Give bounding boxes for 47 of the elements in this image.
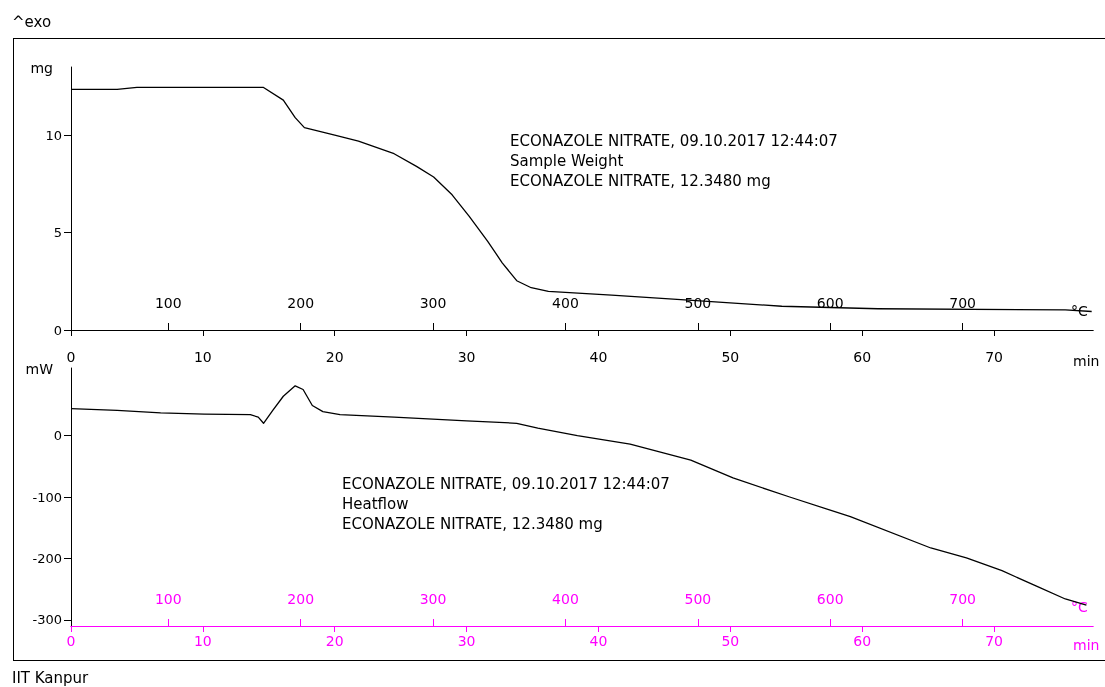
text: ^exo <box>12 12 52 31</box>
x-axis-title: min <box>1073 353 1100 369</box>
annotation: ECONAZOLE NITRATE, 12.3480 mg <box>342 514 603 533</box>
y-tick-label: 0 <box>53 428 62 444</box>
x-tick-label: 70 <box>985 349 1004 365</box>
x2-tick-label: 700 <box>949 591 976 607</box>
y-tick-label: -200 <box>32 550 62 566</box>
y-tick-label: -300 <box>32 612 62 628</box>
annotation: ECONAZOLE NITRATE, 12.3480 mg <box>510 171 771 190</box>
x-axis-title: min <box>1073 637 1100 653</box>
x2-tick-label: 200 <box>287 591 315 607</box>
annotation: Heatflow <box>342 494 409 513</box>
x2-tick-label: 400 <box>552 591 579 607</box>
x-tick-label: 60 <box>853 349 872 365</box>
x-tick-label: 0 <box>66 633 76 649</box>
x-tick-label: 20 <box>325 349 344 365</box>
y-tick-label: 0 <box>53 322 62 338</box>
x-tick-label: 70 <box>985 633 1004 649</box>
y-tick-label: 5 <box>53 225 62 241</box>
x2-tick-label: 400 <box>552 295 579 311</box>
x-tick-label: 30 <box>457 349 476 365</box>
x-tick-label: 40 <box>589 633 608 649</box>
x2-tick-label: 300 <box>419 295 447 311</box>
x-tick-label: 50 <box>721 633 740 649</box>
x2-tick-label: 100 <box>154 295 182 311</box>
x-tick-label: 60 <box>853 633 872 649</box>
x2-tick-label: 300 <box>419 591 447 607</box>
y-axis-title: mg <box>30 60 53 76</box>
x-tick-label: 50 <box>721 349 740 365</box>
x-tick-label: 40 <box>589 349 608 365</box>
x2-tick-label: 200 <box>287 295 315 311</box>
y-tick-label: 10 <box>45 127 62 143</box>
x2-tick-label: 700 <box>949 295 976 311</box>
annotation: ECONAZOLE NITRATE, 09.10.2017 12:44:07 <box>510 131 838 150</box>
x2-tick-label: 600 <box>816 591 844 607</box>
text: IIT Kanpur <box>12 668 90 687</box>
x2-tick-label: 100 <box>154 591 182 607</box>
x-tick-label: 0 <box>66 349 76 365</box>
x-tick-label: 10 <box>193 349 212 365</box>
x-tick-label: 30 <box>457 633 476 649</box>
x2-tick-label: 500 <box>684 591 712 607</box>
annotation: Sample Weight <box>510 151 624 170</box>
x-tick-label: 10 <box>193 633 212 649</box>
y-tick-label: -100 <box>32 489 62 505</box>
annotation: ECONAZOLE NITRATE, 09.10.2017 12:44:07 <box>342 474 670 493</box>
x-tick-label: 20 <box>325 633 344 649</box>
y-axis-title: mW <box>25 361 54 377</box>
